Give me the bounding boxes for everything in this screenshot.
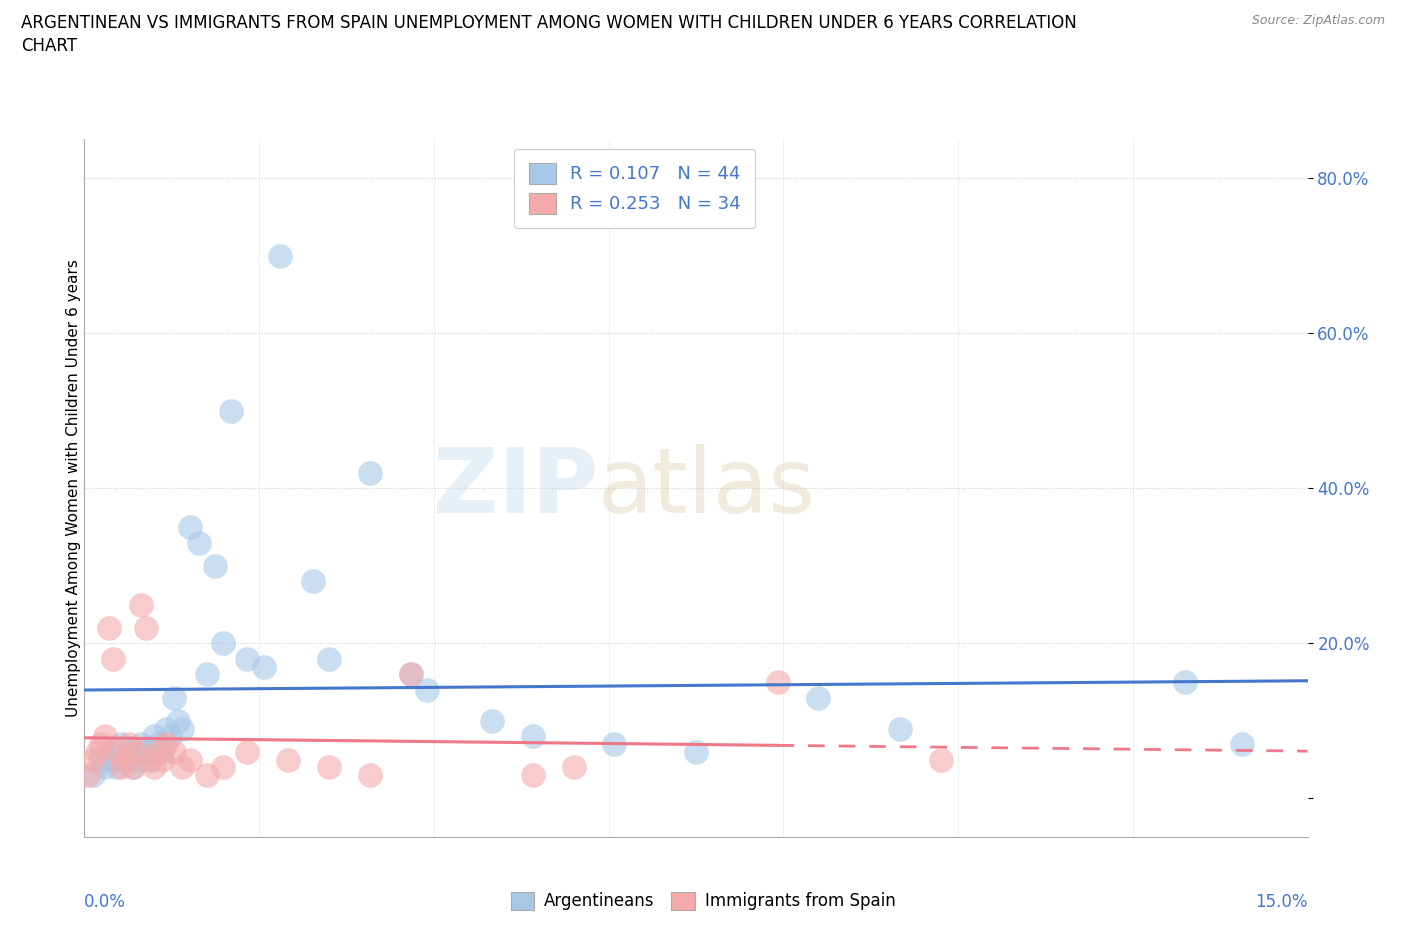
Point <box>97 744 120 759</box>
Point <box>359 767 381 782</box>
Point <box>135 620 157 635</box>
Point <box>138 752 160 767</box>
Legend: Argentineans, Immigrants from Spain: Argentineans, Immigrants from Spain <box>503 885 903 917</box>
Point <box>127 752 149 767</box>
Point <box>766 674 789 689</box>
Point <box>318 760 340 775</box>
Point <box>179 752 201 767</box>
Point <box>277 752 299 767</box>
Point <box>212 760 235 775</box>
Point <box>155 737 177 751</box>
Text: 15.0%: 15.0% <box>1256 893 1308 910</box>
Point <box>399 667 422 682</box>
Text: 0.0%: 0.0% <box>84 893 127 910</box>
Point <box>1174 674 1197 689</box>
Point <box>93 729 115 744</box>
Point <box>146 737 169 751</box>
Point <box>179 520 201 535</box>
Point <box>929 752 952 767</box>
Point <box>101 651 124 666</box>
Text: ARGENTINEAN VS IMMIGRANTS FROM SPAIN UNEMPLOYMENT AMONG WOMEN WITH CHILDREN UNDE: ARGENTINEAN VS IMMIGRANTS FROM SPAIN UNE… <box>21 14 1077 32</box>
Point <box>82 752 104 767</box>
Point <box>77 767 100 782</box>
Point <box>131 597 153 612</box>
Point <box>110 760 132 775</box>
Point <box>159 729 181 744</box>
Point <box>253 659 276 674</box>
Point <box>562 760 585 775</box>
Point <box>155 721 177 736</box>
Point <box>118 737 141 751</box>
Point <box>172 760 194 775</box>
Point <box>318 651 340 666</box>
Point <box>236 651 259 666</box>
Point <box>522 729 544 744</box>
Point <box>138 752 160 767</box>
Point <box>118 744 141 759</box>
Point <box>114 752 136 767</box>
Point <box>301 574 323 589</box>
Point <box>236 744 259 759</box>
Point <box>359 465 381 480</box>
Point <box>481 713 503 728</box>
Point <box>86 744 108 759</box>
Point <box>127 744 149 759</box>
Point <box>399 667 422 682</box>
Point <box>163 690 186 705</box>
Point <box>522 767 544 782</box>
Point <box>114 752 136 767</box>
Point <box>150 744 173 759</box>
Point <box>685 744 707 759</box>
Point <box>142 760 165 775</box>
Point <box>105 744 128 759</box>
Point <box>82 767 104 782</box>
Point <box>105 760 128 775</box>
Point <box>172 721 194 736</box>
Point <box>187 535 209 550</box>
Point <box>416 683 439 698</box>
Y-axis label: Unemployment Among Women with Children Under 6 years: Unemployment Among Women with Children U… <box>66 259 80 717</box>
Point <box>807 690 830 705</box>
Point <box>150 752 173 767</box>
Point <box>603 737 626 751</box>
Point <box>101 752 124 767</box>
Point <box>122 760 145 775</box>
Text: atlas: atlas <box>598 445 817 532</box>
Point <box>97 620 120 635</box>
Point <box>212 636 235 651</box>
Point <box>1232 737 1254 751</box>
Point <box>204 558 226 573</box>
Point <box>142 729 165 744</box>
Point <box>93 760 115 775</box>
Point <box>163 744 186 759</box>
Point <box>122 760 145 775</box>
Point <box>167 713 190 728</box>
Point <box>90 752 112 767</box>
Point <box>195 667 218 682</box>
Text: ZIP: ZIP <box>433 445 598 532</box>
Point <box>146 744 169 759</box>
Text: Source: ZipAtlas.com: Source: ZipAtlas.com <box>1251 14 1385 27</box>
Point <box>269 248 291 263</box>
Legend: R = 0.107   N = 44, R = 0.253   N = 34: R = 0.107 N = 44, R = 0.253 N = 34 <box>515 149 755 228</box>
Point <box>195 767 218 782</box>
Point <box>131 737 153 751</box>
Point <box>219 404 242 418</box>
Text: CHART: CHART <box>21 37 77 55</box>
Point <box>110 737 132 751</box>
Point <box>135 744 157 759</box>
Point <box>889 721 911 736</box>
Point <box>90 737 112 751</box>
